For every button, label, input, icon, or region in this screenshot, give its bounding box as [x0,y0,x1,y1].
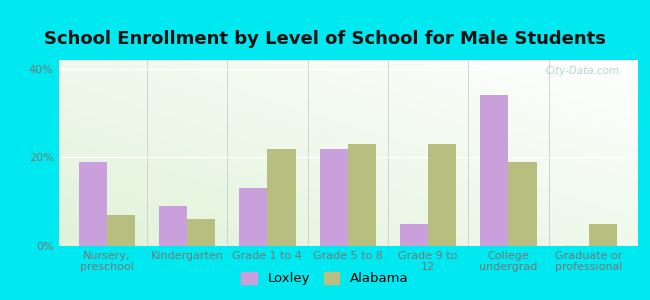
Bar [428,144,456,246]
Bar [187,219,215,246]
Legend: Loxley, Alabama: Loxley, Alabama [236,266,414,290]
Bar [348,144,376,246]
Bar [400,224,428,246]
Bar [79,162,107,246]
Bar [159,206,187,246]
Text: School Enrollment by Level of School for Male Students: School Enrollment by Level of School for… [44,30,606,48]
Bar [239,188,267,246]
Bar [508,162,536,246]
Bar [480,95,508,246]
Text: City-Data.com: City-Data.com [545,66,619,76]
Bar [107,215,135,246]
Bar [267,148,296,246]
Bar [589,224,617,246]
Bar [320,148,348,246]
